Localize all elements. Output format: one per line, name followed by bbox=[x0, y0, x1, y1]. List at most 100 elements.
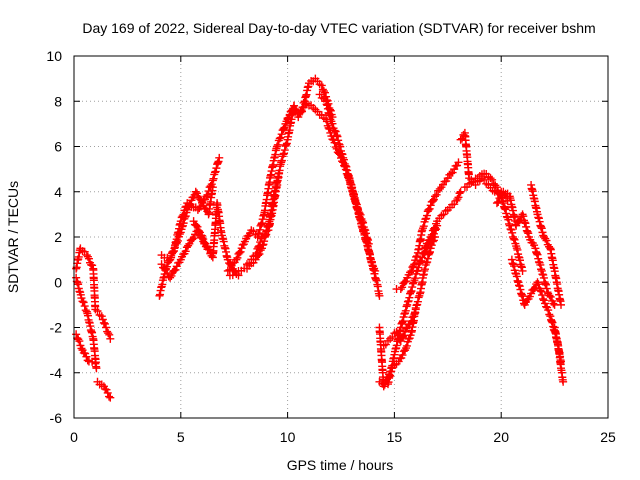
interpolated-points bbox=[304, 101, 316, 110]
interpolated-points bbox=[404, 313, 417, 329]
interpolated-points bbox=[534, 213, 548, 240]
series-track-c bbox=[72, 330, 100, 368]
data-point bbox=[546, 312, 555, 321]
interpolated-points bbox=[445, 168, 457, 179]
data-point bbox=[72, 330, 81, 339]
interpolated-points bbox=[317, 93, 328, 103]
interpolated-points bbox=[260, 227, 271, 239]
interpolated-points bbox=[397, 302, 411, 328]
interpolated-points bbox=[103, 327, 114, 339]
interpolated-points bbox=[421, 235, 434, 252]
data-point bbox=[106, 334, 115, 343]
interpolated-points bbox=[228, 268, 240, 280]
series-track-d bbox=[93, 377, 115, 402]
interpolated-points bbox=[397, 324, 411, 342]
interpolated-points bbox=[408, 252, 421, 272]
y-axis-label: SDTVAR / TECUs bbox=[5, 181, 21, 293]
interpolated-points bbox=[541, 234, 554, 251]
interpolated-points bbox=[401, 331, 415, 353]
interpolated-points bbox=[197, 231, 210, 248]
data-point bbox=[559, 377, 568, 386]
y-tick-label: 4 bbox=[54, 184, 62, 200]
data-point bbox=[208, 176, 217, 185]
interpolated-points bbox=[388, 329, 399, 342]
interpolated-points bbox=[527, 184, 541, 216]
interpolated-points bbox=[277, 139, 291, 165]
data-point bbox=[277, 158, 286, 167]
interpolated-points bbox=[427, 219, 441, 239]
interpolated-points bbox=[177, 208, 191, 234]
interpolated-points bbox=[178, 241, 193, 261]
data-point bbox=[189, 217, 198, 226]
interpolated-points bbox=[515, 281, 528, 308]
data-point bbox=[407, 266, 416, 275]
data-point bbox=[223, 255, 232, 264]
interpolated-points bbox=[435, 211, 446, 223]
interpolated-points bbox=[217, 231, 232, 262]
interpolated-points bbox=[291, 105, 302, 119]
interpolated-points bbox=[318, 85, 329, 97]
data-point bbox=[430, 192, 439, 201]
data-point bbox=[275, 169, 284, 178]
data-point bbox=[533, 278, 542, 287]
x-tick-label: 10 bbox=[280, 429, 296, 445]
interpolated-points bbox=[494, 190, 507, 206]
interpolated-points bbox=[506, 225, 520, 248]
data-point bbox=[527, 289, 536, 298]
data-point bbox=[102, 323, 111, 332]
data-point bbox=[332, 131, 341, 140]
interpolated-points bbox=[545, 291, 558, 308]
series-track-b bbox=[72, 273, 101, 373]
y-tick-label: 6 bbox=[54, 139, 62, 155]
interpolated-points bbox=[480, 175, 491, 188]
series-track-o bbox=[343, 169, 380, 275]
data-point bbox=[531, 244, 540, 253]
y-tick-label: 0 bbox=[54, 274, 62, 290]
data-point bbox=[396, 285, 405, 294]
interpolated-points bbox=[237, 264, 249, 275]
interpolated-points bbox=[213, 201, 225, 235]
interpolated-points bbox=[519, 212, 533, 238]
interpolated-points bbox=[395, 347, 408, 363]
x-tick-label: 5 bbox=[177, 429, 185, 445]
series-track-h bbox=[189, 199, 243, 280]
interpolated-points bbox=[453, 189, 464, 204]
interpolated-points bbox=[451, 161, 462, 170]
interpolated-points bbox=[190, 220, 203, 235]
interpolated-points bbox=[344, 173, 358, 199]
interpolated-points bbox=[421, 248, 434, 274]
data-point bbox=[443, 174, 452, 183]
interpolated-points bbox=[378, 379, 390, 388]
y-tick-label: 10 bbox=[46, 48, 62, 64]
interpolated-points bbox=[418, 207, 432, 233]
interpolated-points bbox=[350, 195, 364, 222]
interpolated-points bbox=[532, 248, 546, 274]
data-point bbox=[157, 260, 166, 269]
interpolated-points bbox=[546, 245, 561, 283]
y-tick-label: -2 bbox=[50, 320, 63, 336]
interpolated-points bbox=[73, 334, 86, 353]
interpolated-points bbox=[448, 200, 459, 209]
x-tick-label: 15 bbox=[387, 429, 403, 445]
interpolated-points bbox=[101, 385, 114, 401]
interpolated-points bbox=[89, 266, 100, 311]
data-point bbox=[416, 257, 425, 266]
data-point bbox=[507, 255, 516, 264]
interpolated-points bbox=[242, 229, 255, 243]
data-point bbox=[420, 266, 429, 275]
data-point bbox=[371, 266, 380, 275]
data-point bbox=[208, 183, 217, 192]
y-tick-label: 8 bbox=[54, 93, 62, 109]
data-point bbox=[375, 291, 384, 300]
interpolated-points bbox=[410, 259, 424, 285]
data-point bbox=[512, 221, 521, 230]
x-tick-label: 20 bbox=[493, 429, 509, 445]
interpolated-points bbox=[333, 132, 347, 159]
interpolated-points bbox=[249, 227, 260, 239]
interpolated-points bbox=[260, 173, 275, 217]
data-point bbox=[356, 214, 365, 223]
interpolated-points bbox=[458, 130, 468, 143]
interpolated-points bbox=[327, 117, 340, 136]
series-track-k bbox=[243, 169, 284, 269]
